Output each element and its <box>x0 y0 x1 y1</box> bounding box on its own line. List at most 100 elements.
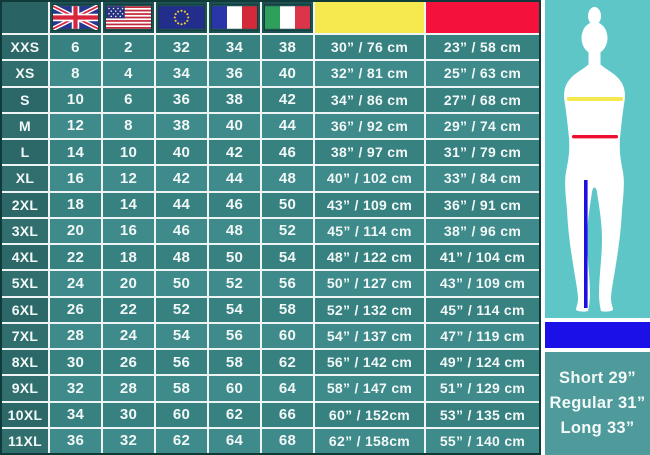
chest-value-cell: 52” / 132 cm <box>315 297 424 322</box>
inseam-line <box>584 180 588 308</box>
france-value-cell: 34 <box>209 35 260 60</box>
france-value-cell: 64 <box>209 428 260 453</box>
female-body-silhouette-icon <box>564 7 625 312</box>
france-value-cell: 60 <box>209 376 260 401</box>
france-value-cell: 62 <box>209 402 260 427</box>
size-label-cell: 9XL <box>2 376 48 401</box>
uk-value-cell: 6 <box>50 35 101 60</box>
chest-value-cell: 54” / 137 cm <box>315 323 424 348</box>
france-flag-icon <box>212 6 257 29</box>
body-figure-box <box>545 0 650 318</box>
eu-value-cell: 62 <box>156 428 207 453</box>
chest-column-header <box>315 2 424 33</box>
chest-value-cell: 48” / 122 cm <box>315 245 424 270</box>
inseam-length-bar <box>545 322 650 348</box>
uk-value-cell: 10 <box>50 87 101 112</box>
eu-value-cell: 50 <box>156 271 207 296</box>
waist-value-cell: 43” / 109 cm <box>426 271 539 296</box>
chest-value-cell: 40” / 102 cm <box>315 166 424 191</box>
waist-value-cell: 33” / 84 cm <box>426 166 539 191</box>
eu-value-cell: 60 <box>156 402 207 427</box>
france-column-header <box>209 2 260 33</box>
eu-value-cell: 46 <box>156 218 207 243</box>
italy-value-cell: 46 <box>262 140 313 165</box>
waist-value-cell: 27” / 68 cm <box>426 87 539 112</box>
size-label-cell: XS <box>2 61 48 86</box>
uk-value-cell: 30 <box>50 350 101 375</box>
italy-value-cell: 40 <box>262 61 313 86</box>
usa-value-cell: 6 <box>103 87 154 112</box>
chest-value-cell: 36” / 92 cm <box>315 113 424 138</box>
italy-value-cell: 58 <box>262 297 313 322</box>
waist-value-cell: 51” / 129 cm <box>426 376 539 401</box>
waist-line <box>572 135 618 139</box>
france-value-cell: 50 <box>209 245 260 270</box>
uk-value-cell: 14 <box>50 140 101 165</box>
uk-value-cell: 36 <box>50 428 101 453</box>
chest-value-cell: 45” / 114 cm <box>315 218 424 243</box>
chest-value-cell: 32” / 81 cm <box>315 61 424 86</box>
usa-value-cell: 22 <box>103 297 154 322</box>
size-label-cell: 10XL <box>2 402 48 427</box>
italy-value-cell: 44 <box>262 113 313 138</box>
waist-value-cell: 38” / 96 cm <box>426 218 539 243</box>
eu-value-cell: 42 <box>156 166 207 191</box>
eu-value-cell: 34 <box>156 61 207 86</box>
uk-value-cell: 34 <box>50 402 101 427</box>
france-value-cell: 54 <box>209 297 260 322</box>
waist-column-header <box>426 2 539 33</box>
waist-value-cell: 31” / 79 cm <box>426 140 539 165</box>
eu-value-cell: 40 <box>156 140 207 165</box>
france-value-cell: 38 <box>209 87 260 112</box>
chest-value-cell: 56” / 142 cm <box>315 350 424 375</box>
chest-value-cell: 50” / 127 cm <box>315 271 424 296</box>
waist-value-cell: 36” / 91 cm <box>426 192 539 217</box>
usa-value-cell: 18 <box>103 245 154 270</box>
usa-value-cell: 2 <box>103 35 154 60</box>
france-value-cell: 40 <box>209 113 260 138</box>
italy-value-cell: 68 <box>262 428 313 453</box>
uk-value-cell: 24 <box>50 271 101 296</box>
waist-value-cell: 29” / 74 cm <box>426 113 539 138</box>
italy-value-cell: 52 <box>262 218 313 243</box>
eu-value-cell: 52 <box>156 297 207 322</box>
usa-value-cell: 32 <box>103 428 154 453</box>
usa-value-cell: 20 <box>103 271 154 296</box>
size-label-cell: XL <box>2 166 48 191</box>
waist-value-cell: 41” / 104 cm <box>426 245 539 270</box>
size-label-cell: 5XL <box>2 271 48 296</box>
chest-value-cell: 30” / 76 cm <box>315 35 424 60</box>
chest-value-cell: 58” / 147 cm <box>315 376 424 401</box>
eu-flag-icon <box>159 6 204 29</box>
length-regular: Regular 31” <box>549 394 646 412</box>
length-options-panel: Short 29” Regular 31” Long 33” <box>545 352 650 455</box>
size-label-cell: 3XL <box>2 218 48 243</box>
uk-value-cell: 32 <box>50 376 101 401</box>
size-label-cell: 7XL <box>2 323 48 348</box>
size-label-cell: 6XL <box>2 297 48 322</box>
italy-value-cell: 50 <box>262 192 313 217</box>
eu-value-cell: 54 <box>156 323 207 348</box>
eu-value-cell: 38 <box>156 113 207 138</box>
chest-line <box>567 97 623 101</box>
waist-value-cell: 55” / 140 cm <box>426 428 539 453</box>
eu-value-cell: 58 <box>156 376 207 401</box>
uk-value-cell: 20 <box>50 218 101 243</box>
size-label-cell: 4XL <box>2 245 48 270</box>
size-label-cell: M <box>2 113 48 138</box>
usa-value-cell: 28 <box>103 376 154 401</box>
chest-value-cell: 60” / 152cm <box>315 402 424 427</box>
uk-value-cell: 26 <box>50 297 101 322</box>
usa-value-cell: 26 <box>103 350 154 375</box>
usa-value-cell: 10 <box>103 140 154 165</box>
france-value-cell: 48 <box>209 218 260 243</box>
eu-value-cell: 32 <box>156 35 207 60</box>
chest-value-cell: 38” / 97 cm <box>315 140 424 165</box>
italy-value-cell: 38 <box>262 35 313 60</box>
uk-column-header <box>50 2 101 33</box>
france-value-cell: 52 <box>209 271 260 296</box>
france-value-cell: 42 <box>209 140 260 165</box>
italy-value-cell: 42 <box>262 87 313 112</box>
size-label-cell: S <box>2 87 48 112</box>
